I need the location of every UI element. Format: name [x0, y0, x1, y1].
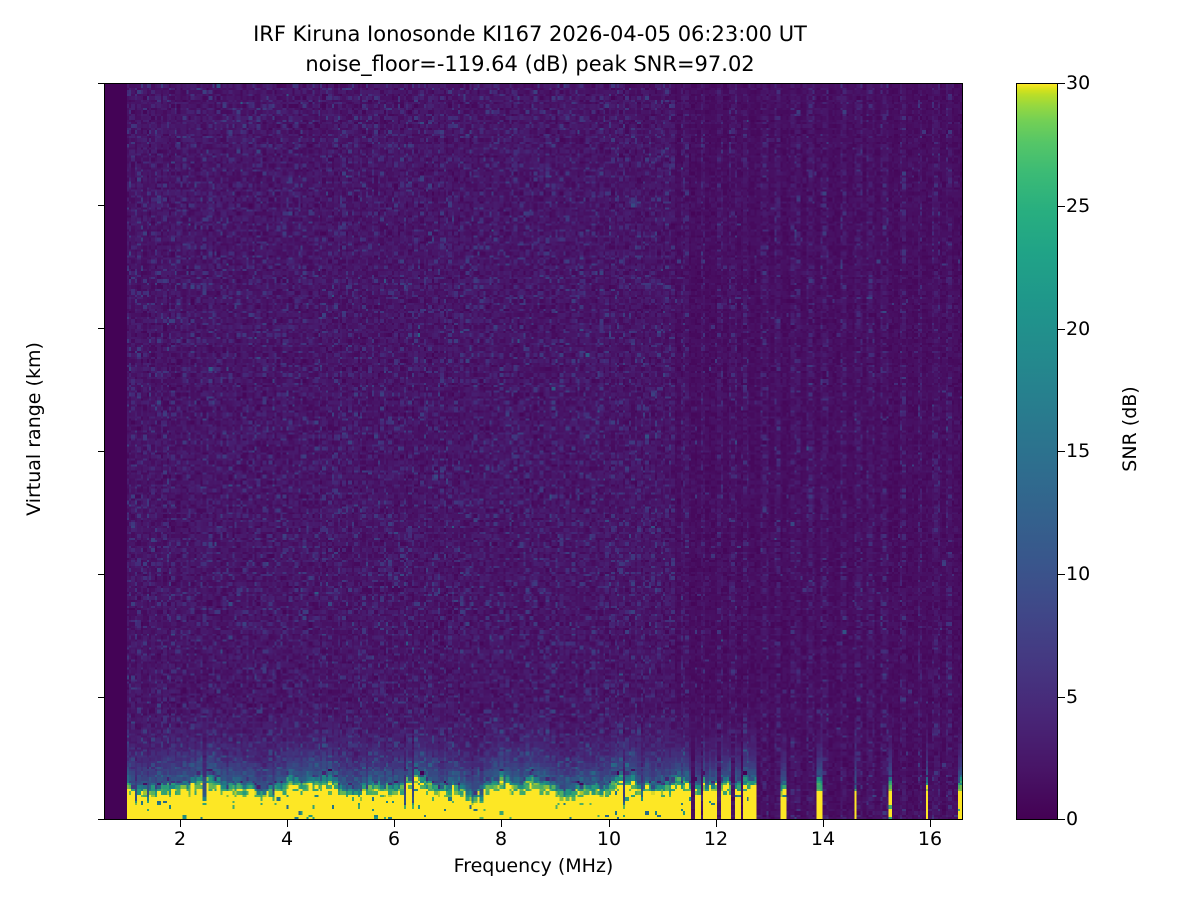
- cb-tick-25: 25: [1066, 195, 1091, 217]
- snr-colorbar: [1016, 83, 1058, 820]
- x-tick-14: 14: [810, 828, 836, 850]
- ionogram-plot-area: [104, 83, 963, 820]
- x-tick-2: 2: [173, 828, 187, 850]
- colorbar-label: SNR (dB): [1119, 386, 1141, 472]
- cb-tick-5: 5: [1066, 686, 1079, 708]
- y-axis-label: Virtual range (km): [23, 342, 45, 516]
- x-tick-8: 8: [494, 828, 508, 850]
- cb-tick-15: 15: [1066, 440, 1091, 462]
- x-tick-4: 4: [280, 828, 294, 850]
- cb-tick-10: 10: [1066, 563, 1091, 585]
- x-tick-10: 10: [596, 828, 622, 850]
- page-title: IRF Kiruna Ionosonde KI167 2026-04-05 06…: [253, 22, 807, 76]
- cb-tick-30: 30: [1066, 72, 1091, 94]
- x-tick-6: 6: [387, 828, 401, 850]
- cb-tick-20: 20: [1066, 318, 1091, 340]
- cb-tick-0: 0: [1066, 808, 1079, 830]
- ionogram-heatmap: [105, 84, 962, 819]
- x-axis-label: Frequency (MHz): [453, 855, 614, 877]
- x-tick-12: 12: [703, 828, 729, 850]
- x-tick-16: 16: [917, 828, 943, 850]
